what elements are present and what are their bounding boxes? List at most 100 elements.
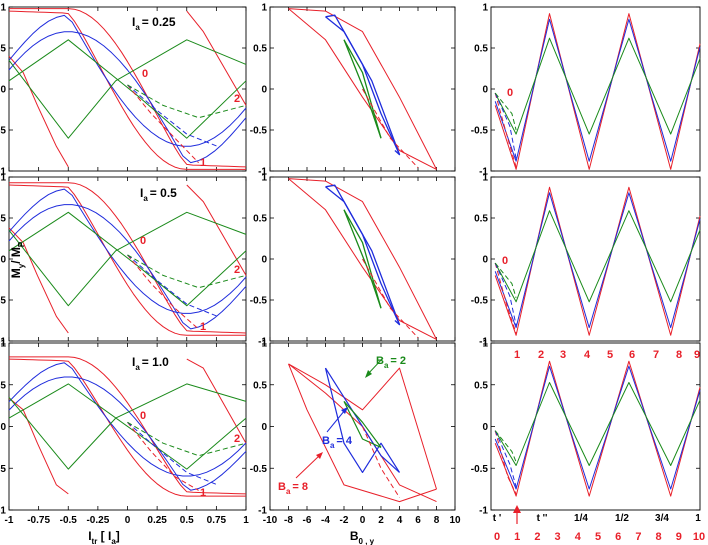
right-red-tick-0: 0 [494, 531, 500, 543]
mid-red-dash-r1 [362, 258, 419, 339]
ba-arrowhead-4 [341, 407, 348, 414]
ytick-label-r0-c0-4: 1 [0, 3, 6, 14]
left-blue-dash-r2 [127, 421, 218, 486]
mark-1-row2: 1 [200, 487, 206, 499]
right-blue-r2 [494, 365, 701, 490]
mid-red-upper-r1 [288, 178, 437, 340]
y-label-sub1: y [17, 263, 26, 268]
x-left-sub: tr [92, 537, 98, 545]
x-axis-label-left: Itr [ Ia] [88, 529, 120, 545]
ytick-label-r2-c1-4: 1 [261, 339, 267, 350]
ytick-label-r1-c1-4: 1 [261, 173, 267, 184]
ytick-label-r0-c2-2: 0 [482, 85, 488, 96]
mid-red-upper-r2 [288, 363, 437, 503]
right-red-tick-1: 1 [514, 531, 520, 543]
right-blue-dash-r0 [494, 92, 517, 159]
ytick-label-r0-c1-1: -0.5 [250, 126, 268, 137]
ytick-label-r0-c2-4: 1 [482, 3, 488, 14]
right-red-tick-4: 4 [575, 531, 582, 543]
xtick-label-c0-7: 0.75 [207, 515, 227, 526]
right-green-r2 [494, 382, 701, 466]
x-left-sub2: a [111, 537, 116, 545]
ytick-label-r0-c2-3: 0.5 [474, 44, 488, 55]
frame-r1-c2 [490, 176, 701, 342]
right-top-tick-6: 7 [653, 349, 659, 361]
left-green-dash-r2 [127, 421, 247, 457]
xtick-label-c0-3: -0.25 [86, 515, 109, 526]
ytick-label-r1-c2-2: 0 [482, 255, 488, 266]
right-top-tick-8: 9 [694, 349, 700, 361]
left-red-down-r2 [8, 358, 246, 497]
xtick-label-c0-6: 0.5 [180, 515, 194, 526]
left-red-dash-r0 [127, 84, 199, 164]
ytick-label-r0-c0-0: -1 [0, 167, 6, 178]
left-red-down-r1 [8, 184, 246, 336]
xtick-label-c0-0: -1 [5, 515, 14, 526]
ytick-label-r0-c0-2: 0 [0, 85, 6, 96]
left-red-edge1-r2 [8, 397, 69, 495]
mark-0-row1: 0 [140, 235, 146, 247]
mid-red-upper-r0 [288, 8, 437, 170]
left-green-a-r2 [8, 383, 247, 470]
right-red-r2 [494, 360, 701, 497]
ytick-label-r0-c1-4: 1 [261, 3, 267, 14]
ba-label-8: Ba = 8 [278, 481, 308, 496]
ytick-label-r0-c0-1: -0.5 [0, 126, 6, 137]
mid-blue-a-r1 [325, 186, 401, 326]
row-label-1: Ia = 0.5 [140, 186, 177, 203]
right-x-tick-3: 1/2 [615, 513, 629, 524]
right-red-r0 [494, 13, 701, 170]
xtick-label-c1-7: 4 [397, 515, 403, 526]
ytick-label-r2-c2-1: -0.5 [471, 464, 489, 475]
ytick-label-r0-c1-2: 0 [261, 85, 267, 96]
ytick-label-r1-c0-1: -0.5 [0, 296, 6, 307]
ytick-label-r0-c1-3: 0.5 [253, 44, 267, 55]
left-green-b-r0 [8, 39, 247, 139]
xtick-label-c1-4: -2 [340, 515, 349, 526]
left-green-b-r1 [8, 211, 247, 307]
right-top-tick-0: 1 [514, 349, 520, 361]
ytick-label-r1-c1-3: 0.5 [253, 214, 267, 225]
ytick-label-r2-c1-2: 0 [261, 422, 267, 433]
left-red-edge1-r1 [8, 227, 69, 334]
left-blue-up-r0 [8, 31, 247, 164]
left-blue-up-r2 [8, 376, 247, 491]
ba-arrowhead-2 [365, 370, 372, 378]
frame-r2-c2 [490, 342, 701, 511]
frame-r0-c0 [8, 6, 247, 172]
right-red-r1 [494, 186, 701, 336]
ba-label-2: Ba= 2 [376, 355, 406, 370]
mid-green-a-r0 [343, 39, 382, 139]
right-red-tick-10: 10 [693, 531, 705, 543]
left-red-edge1-r0 [8, 55, 69, 168]
ytick-label-r1-c0-2: 0 [0, 255, 6, 266]
right-red-tick-9: 9 [676, 531, 682, 543]
row-label-0: Ia = 0.25 [132, 15, 176, 32]
y-axis-label: My/ MP [9, 241, 26, 278]
y-label-main: M [9, 268, 23, 278]
x-mid-sub: 0 , y [359, 537, 375, 545]
ytick-label-r2-c2-4: 1 [482, 339, 488, 350]
right-top-tick-7: 8 [676, 349, 682, 361]
right-red-tick-3: 3 [555, 531, 561, 543]
x-mid-main: B [350, 529, 359, 543]
right-blue-dash-r2 [494, 430, 517, 487]
right-green-dash-r0 [494, 92, 517, 131]
right-mark-0-row1: 0 [502, 255, 508, 267]
right-red-dash-r0 [494, 92, 517, 168]
ytick-label-r2-c1-3: 0.5 [253, 380, 267, 391]
right-mark-0-row0: 0 [507, 87, 513, 99]
x-left-close: ] [116, 529, 120, 543]
xtick-label-c1-0: -10 [263, 515, 278, 526]
right-red-tick-6: 6 [615, 531, 621, 543]
mid-blue-a-r0 [325, 16, 401, 156]
left-red-up-r1 [9, 182, 247, 334]
ytick-label-r1-c2-4: 1 [482, 173, 488, 184]
left-green-dash-r1 [127, 254, 247, 289]
left-blue-up-r1 [8, 204, 247, 330]
right-green-dash-r2 [494, 430, 517, 463]
right-red-tick-5: 5 [595, 531, 601, 543]
right-red-tick-7: 7 [635, 531, 641, 543]
ytick-label-r1-c0-3: 0.5 [0, 214, 6, 225]
